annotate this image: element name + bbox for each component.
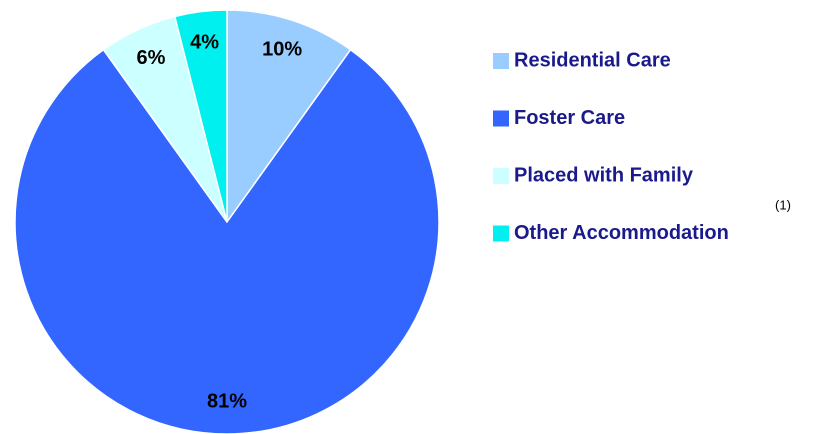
legend-label: Other Accommodation [514, 222, 729, 244]
legend-label: Residential Care [514, 49, 671, 71]
legend-swatch [493, 53, 509, 69]
legend-swatch [493, 225, 509, 242]
legend-label: Foster Care [514, 107, 625, 129]
slice-label: 81% [207, 390, 247, 412]
footnote-marker: (1) [775, 197, 791, 212]
legend-label: Placed with Family [514, 164, 694, 186]
legend-swatch [493, 110, 509, 127]
slice-label: 4% [190, 31, 219, 53]
pie-slice [226, 9, 352, 225]
slice-label: 10% [262, 39, 302, 61]
pie-slice [173, 9, 228, 223]
slice-label: 6% [137, 47, 166, 69]
legend-swatch [493, 168, 509, 184]
